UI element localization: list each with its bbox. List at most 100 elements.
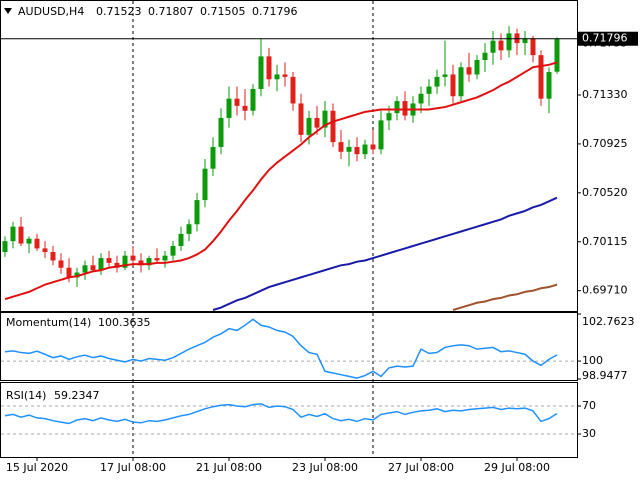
candle-body — [458, 67, 464, 97]
candle-body — [258, 56, 264, 89]
candle-body — [146, 258, 152, 266]
candle-body — [250, 88, 256, 111]
y-tick-label: 0.70520 — [582, 186, 628, 199]
candle-body — [82, 265, 88, 273]
candle-body — [418, 93, 424, 104]
y-tick-label: 30 — [582, 427, 596, 440]
candle-body — [466, 67, 472, 75]
momentum-panel — [0, 312, 578, 381]
candle-body — [354, 146, 360, 155]
candle-body — [186, 224, 192, 234]
candle-body — [170, 245, 176, 256]
close-value: 0.71796 — [252, 5, 298, 18]
candle-body — [490, 40, 496, 53]
current-price-label: 0.71796 — [582, 32, 628, 45]
x-tick-label: 21 Jul 08:00 — [196, 461, 262, 474]
current-price-box — [578, 31, 638, 46]
low-value: 0.71505 — [200, 5, 246, 18]
high-value: 0.71807 — [148, 5, 194, 18]
candle-body — [338, 142, 344, 152]
candle-body — [394, 101, 400, 114]
header: AUDUSD,H4 0.71523 0.71807 0.71505 0.7179… — [4, 5, 298, 402]
x-tick-label: 17 Jul 08:00 — [100, 461, 166, 474]
candle-body — [2, 241, 8, 253]
menu-triangle — [4, 8, 12, 14]
candle-body — [530, 38, 536, 56]
rsi-panel — [0, 382, 578, 458]
y-tick-label: 70 — [582, 399, 596, 412]
candle-body — [370, 144, 376, 150]
y-tick-label: 0.69710 — [582, 284, 628, 297]
y-tick-label: 0.70115 — [582, 235, 628, 248]
candle-body — [114, 262, 120, 268]
candle-body — [58, 260, 64, 268]
candle-body — [266, 56, 272, 80]
candle-body — [226, 98, 232, 118]
candle-body — [242, 105, 248, 111]
candle-body — [442, 74, 448, 77]
indicator-line — [4, 318, 558, 379]
candle-body — [42, 248, 48, 253]
y-tick-label: 100 — [582, 354, 603, 367]
candle-body — [178, 233, 184, 246]
moving-average — [4, 61, 558, 301]
candle-body — [538, 55, 544, 99]
candle-body — [34, 238, 40, 249]
candle-body — [386, 113, 392, 121]
candle-body — [234, 98, 240, 106]
candle-body — [522, 38, 528, 44]
candle-body — [346, 146, 352, 152]
x-tick-label: 29 Jul 08:00 — [484, 461, 550, 474]
candle-body — [378, 120, 384, 150]
rsi-value: 59.2347 — [54, 389, 100, 402]
moving-average — [212, 196, 558, 311]
momentum-value: 100.3635 — [98, 316, 151, 329]
y-tick-label: 102.7623 — [582, 315, 635, 328]
candle-body — [498, 40, 504, 51]
momentum-title: Momentum(14) — [6, 316, 91, 329]
candle-body — [282, 74, 288, 77]
candle-body — [162, 255, 168, 261]
candle-body — [130, 255, 136, 261]
open-value: 0.71523 — [96, 5, 142, 18]
candle-body — [202, 168, 208, 201]
candle-body — [322, 110, 328, 128]
rsi-title: RSI(14) — [6, 389, 46, 402]
candle-body — [218, 117, 224, 147]
candle-body — [314, 117, 320, 128]
candle-body — [482, 52, 488, 60]
candle-body — [554, 38, 560, 72]
symbol: AUDUSD,H4 — [18, 5, 84, 18]
candle-body — [434, 76, 440, 87]
candle-body — [362, 144, 368, 155]
candle-body — [98, 258, 104, 271]
x-tick-label: 23 Jul 08:00 — [292, 461, 358, 474]
candle-body — [546, 72, 552, 99]
candle-body — [90, 265, 96, 271]
candle-body — [506, 33, 512, 51]
candle-body — [426, 86, 432, 94]
indicator-line — [4, 403, 558, 425]
candle-body — [194, 200, 200, 225]
y-tick-label: 0.71330 — [582, 88, 628, 101]
main-panel — [0, 0, 578, 312]
candle-body — [330, 110, 336, 143]
candle-body — [402, 101, 408, 116]
x-tick-label: 27 Jul 08:00 — [388, 461, 454, 474]
candle-body — [122, 255, 128, 268]
candle-body — [10, 226, 16, 242]
candle-body — [210, 146, 216, 169]
candle-body — [274, 74, 280, 80]
candle-body — [298, 103, 304, 135]
plot-layer — [1, 26, 577, 435]
candle-body — [106, 258, 112, 263]
candle-body — [18, 226, 24, 244]
candle-body — [26, 238, 32, 244]
candle-body — [66, 267, 72, 278]
moving-average — [452, 283, 558, 311]
y-tick-label: 0.70925 — [582, 137, 628, 150]
candle-body — [474, 59, 480, 75]
candle-body — [450, 74, 456, 97]
